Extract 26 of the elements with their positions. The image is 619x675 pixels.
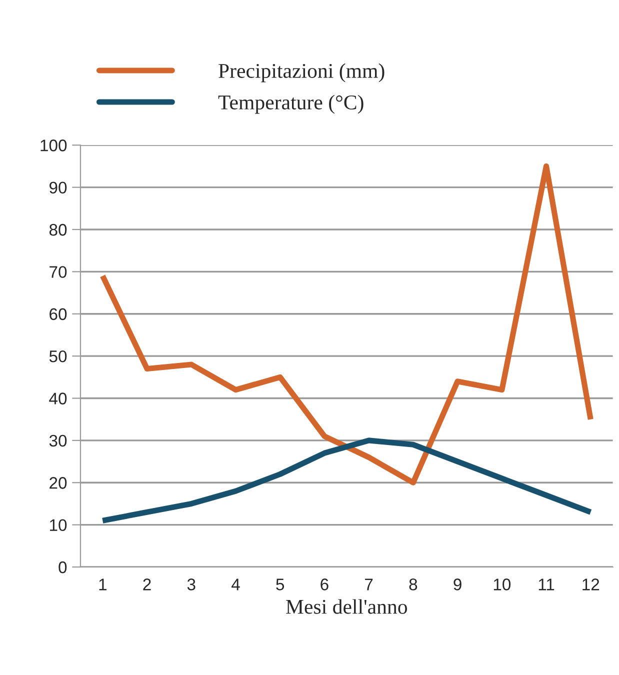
y-tick-label: 20 <box>50 477 67 489</box>
x-tick-label: 8 <box>409 578 418 590</box>
x-tick-label: 9 <box>454 578 462 590</box>
y-tick-label: 50 <box>49 350 67 362</box>
x-tick-label: 11 <box>538 578 554 590</box>
x-tick-label: 1 <box>99 578 106 590</box>
x-tick-label: 7 <box>365 578 373 590</box>
x-tick-label: 6 <box>320 578 328 590</box>
y-tick-label: 30 <box>49 434 67 447</box>
x-tick-label: 4 <box>231 578 240 590</box>
y-tick-label: 90 <box>50 182 67 194</box>
x-tick-label: 10 <box>494 578 511 590</box>
y-tick-label: 0 <box>58 561 67 574</box>
y-tick-label: 40 <box>49 392 67 404</box>
y-tick-label: 10 <box>50 519 67 532</box>
legend-label: Temperature (°C) <box>218 94 364 114</box>
x-axis-title: Mesi dell'anno <box>286 599 408 614</box>
x-tick-label: 2 <box>143 578 151 590</box>
y-tick-label: 60 <box>50 308 67 320</box>
x-tick-label: 5 <box>276 578 284 590</box>
x-tick-label: 12 <box>582 578 600 590</box>
y-tick-label: 80 <box>49 224 67 236</box>
y-tick-label: 70 <box>50 266 67 278</box>
y-tick-label: 100 <box>40 140 67 152</box>
x-tick-label: 3 <box>187 578 196 590</box>
legend-label: Precipitazioni (mm) <box>218 63 384 82</box>
